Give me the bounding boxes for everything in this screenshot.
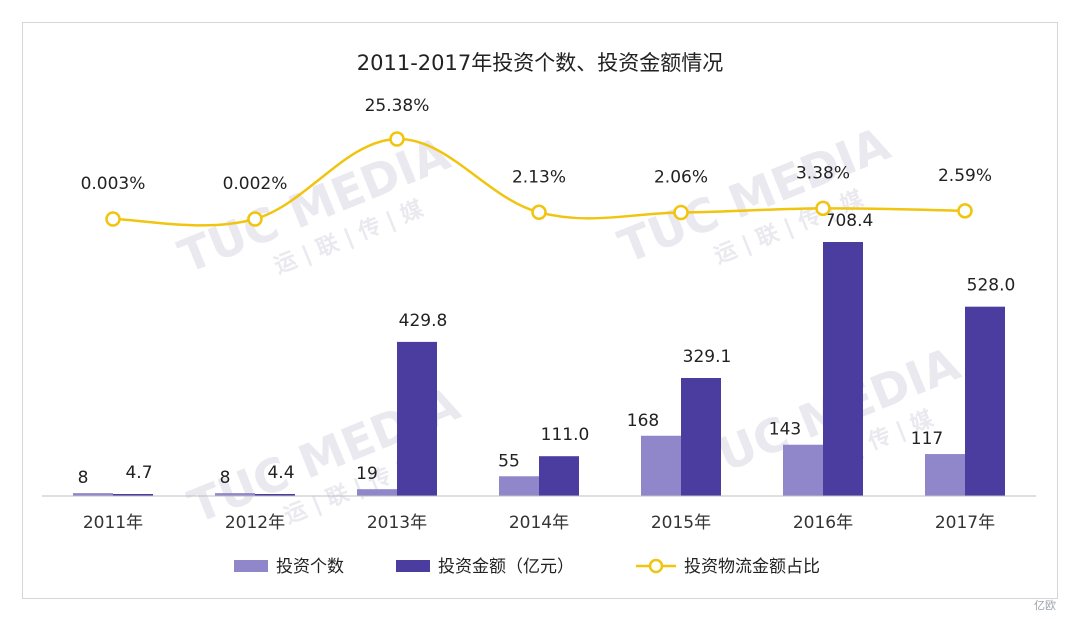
bar-investment-amount: [681, 377, 721, 496]
point-logistics-share: [815, 200, 831, 217]
x-tick-label: 2014年: [509, 513, 569, 533]
x-tick-label: 2016年: [793, 513, 853, 533]
label-investment-amount: 429.8: [399, 311, 448, 331]
point-logistics-share: [389, 131, 405, 147]
x-tick-label: 2012年: [225, 513, 285, 533]
point-logistics-share: [957, 203, 973, 219]
bar-investment-amount: [113, 494, 153, 496]
label-investment-count: 55: [498, 451, 520, 471]
label-logistics-share: 2.59%: [938, 166, 992, 186]
bar-investment-amount: [823, 242, 863, 496]
corner-logo-text: 亿欧: [1034, 599, 1056, 612]
x-tick-label: 2017年: [935, 513, 995, 533]
label-logistics-share: 2.06%: [654, 168, 708, 188]
bar-investment-count: [215, 493, 255, 496]
legend-swatch-investment-count: [234, 560, 268, 572]
label-logistics-share: 0.003%: [81, 174, 146, 194]
point-logistics-share: [247, 211, 263, 227]
x-tick-label: 2015年: [651, 513, 711, 533]
bar-investment-count: [73, 493, 113, 496]
legend-marker-logistics-share: [648, 558, 664, 574]
label-investment-count: 8: [220, 468, 231, 488]
chart-frame: [22, 22, 1058, 599]
label-investment-count: 19: [356, 464, 378, 484]
legend-swatch-investment-amount: [396, 560, 430, 572]
x-tick-label: 2011年: [83, 513, 143, 533]
label-investment-count: 117: [911, 429, 943, 449]
label-logistics-share: 2.13%: [512, 167, 566, 187]
label-investment-count: 8: [78, 468, 89, 488]
bar-investment-count: [499, 476, 539, 496]
label-investment-count: 143: [769, 420, 801, 440]
legend-label-logistics-share: 投资物流金额占比: [684, 557, 820, 577]
point-logistics-share: [673, 204, 689, 221]
bar-investment-count: [783, 444, 823, 496]
label-logistics-share: 3.38%: [796, 163, 850, 183]
label-investment-amount: 528.0: [967, 276, 1016, 296]
legend-label-investment-amount: 投资金额（亿元）: [438, 557, 574, 577]
label-investment-amount: 111.0: [541, 425, 590, 445]
point-logistics-share: [105, 211, 121, 227]
bar-investment-amount: [397, 341, 437, 496]
bar-investment-count: [925, 454, 965, 496]
label-investment-amount: 4.4: [267, 463, 294, 483]
label-logistics-share: 25.38%: [365, 96, 430, 116]
bar-investment-amount: [965, 306, 1005, 496]
label-investment-count: 168: [627, 411, 659, 431]
chart-title: 2011-2017年投资个数、投资金额情况: [357, 51, 723, 75]
x-tick-label: 2013年: [367, 513, 427, 533]
bar-investment-count: [357, 489, 397, 496]
label-logistics-share: 0.002%: [223, 174, 288, 194]
label-investment-amount: 4.7: [125, 463, 152, 483]
point-logistics-share: [531, 204, 547, 221]
bar-investment-amount: [255, 494, 295, 496]
label-investment-amount: 329.1: [683, 347, 732, 367]
bar-investment-count: [641, 435, 681, 496]
label-investment-amount: 708.4: [825, 211, 874, 231]
bar-investment-amount: [539, 456, 579, 496]
legend-label-investment-count: 投资个数: [276, 557, 344, 577]
